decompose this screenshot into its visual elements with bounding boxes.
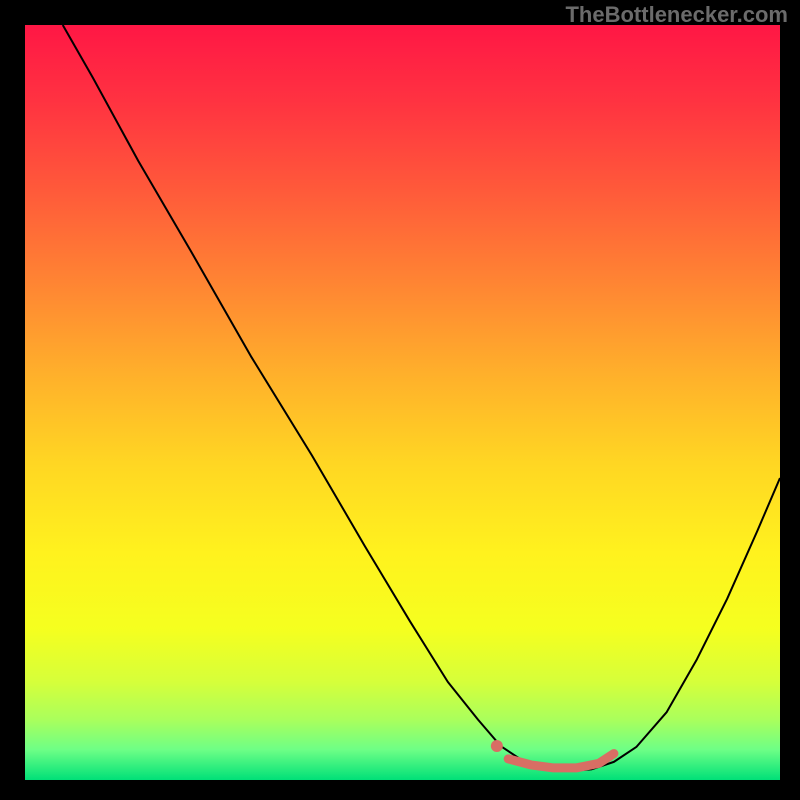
optimal-point-dot <box>491 740 503 752</box>
chart-root: TheBottlenecker.com <box>0 0 800 800</box>
gradient-background <box>25 25 780 780</box>
plot-area <box>25 25 780 780</box>
watermark-text: TheBottlenecker.com <box>565 2 788 28</box>
